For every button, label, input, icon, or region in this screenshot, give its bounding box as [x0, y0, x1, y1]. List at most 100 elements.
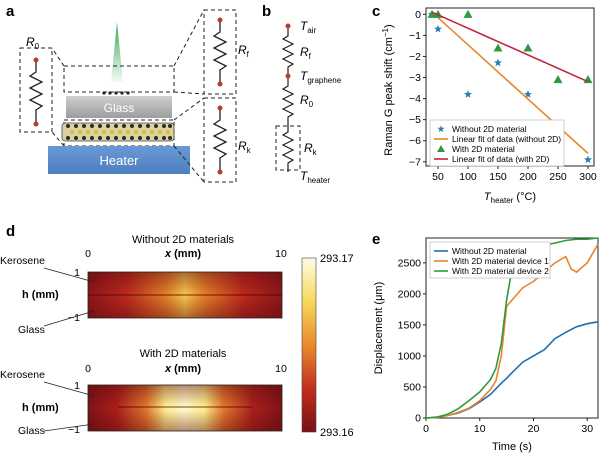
r0-label: R0 — [26, 35, 40, 51]
series-line-3 — [431, 11, 589, 83]
panel-e: e 0 10 20 30 0 500 1000 1500 2000 2500 Without 2D … — [372, 231, 599, 453]
x-tick-label: 300 — [579, 171, 597, 183]
data-point-star — [584, 155, 592, 164]
data-point-star — [434, 24, 442, 33]
x-tick-label: 20 — [528, 423, 540, 435]
r0-resistor — [28, 62, 44, 122]
legend-entry: With 2D material device 1 — [452, 256, 549, 266]
legend-entry: Linear fit of data (with 2D) — [452, 154, 549, 164]
e-plot-area: 0 10 20 30 0 500 1000 1500 2000 2500 Without 2D ma… — [398, 237, 599, 435]
panel-a-label: a — [6, 3, 15, 20]
panel-d: d Without 2D materials 0 10 x (mm) 1 −1 … — [0, 223, 354, 439]
rk-label: Rk — [238, 139, 252, 155]
heater-label: Heater — [99, 153, 139, 168]
t-heater-label: Theater — [300, 169, 330, 185]
x-tick-label: 10 — [474, 423, 486, 435]
d-top-h-max: 1 — [74, 267, 80, 279]
legend-entry: With 2D material — [452, 144, 515, 154]
d-bottom-h-label: h (mm) — [22, 402, 59, 414]
rk-resistor — [212, 110, 228, 170]
series-line-0 — [425, 321, 599, 419]
d-bottom-x-min: 0 — [85, 363, 91, 375]
x-tick-label: 50 — [432, 171, 444, 183]
d-top-h-label: h (mm) — [22, 289, 59, 301]
data-point-star — [494, 58, 502, 67]
panel-a: a R0 Glass — [6, 3, 252, 183]
d-top-x-label: x (mm) — [164, 248, 201, 260]
legend-entry: Linear fit of data (without 2D) — [452, 134, 561, 144]
b-rk-resistor — [281, 124, 295, 172]
d-bottom-x-max: 10 — [275, 363, 287, 375]
data-point-triangle — [493, 43, 503, 52]
y-tick-label: 500 — [403, 381, 421, 393]
r0-box — [19, 47, 53, 133]
d-colorbar — [301, 257, 317, 433]
panel-e-label: e — [372, 231, 380, 248]
heater-layer — [48, 146, 190, 174]
data-point-triangle — [583, 75, 593, 84]
r0-node-top — [33, 57, 39, 63]
y-tick-label: −2 — [409, 51, 421, 63]
legend-box — [429, 241, 551, 279]
d-bottom-x-label: x (mm) — [164, 363, 201, 375]
y-tick-label: 0 — [415, 413, 421, 425]
y-tick-label: −7 — [409, 156, 421, 168]
legend-box — [429, 119, 565, 167]
rf-label: Rf — [238, 43, 250, 59]
d-bottom-h-max: 1 — [74, 380, 80, 392]
x-tick-label: 0 — [423, 423, 429, 435]
data-point-triangle — [427, 9, 437, 18]
legend-entry: Without 2D material — [452, 124, 527, 134]
y-tick-label: 2000 — [398, 288, 422, 300]
d-title-bottom: With 2D materials — [140, 348, 227, 360]
t-air-label: Tair — [300, 19, 317, 35]
series-line-2 — [425, 237, 599, 419]
rf-resistor — [212, 22, 228, 82]
b-rk-label: Rk — [304, 141, 318, 157]
y-tick-label: −5 — [409, 114, 421, 126]
rf-box — [203, 9, 237, 95]
d-title-top: Without 2D materials — [132, 234, 235, 246]
r0-node-bottom — [33, 121, 39, 127]
x-tick-label: 250 — [549, 171, 567, 183]
x-tick-label: 150 — [489, 171, 507, 183]
laser-beam — [111, 22, 123, 82]
panel-c: c 50 100 150 200 250 300 0 −1 −2 −3 −4 −5 −6 −7 Withou… — [372, 3, 597, 205]
data-point-triangle — [463, 9, 473, 18]
panel-b-label: b — [262, 3, 271, 20]
y-tick-label: −4 — [409, 93, 421, 105]
d-colorbar-min: 293.16 — [320, 427, 354, 439]
b-rf-label: Rf — [300, 45, 312, 61]
rk-box — [203, 97, 237, 183]
panel-b: b Tair Rf Tgraphene R0 Rk Theater — [262, 3, 342, 185]
y-tick-label: 2500 — [398, 257, 422, 269]
data-point-triangle — [523, 43, 533, 52]
d-top-x-min: 0 — [85, 248, 91, 260]
d-bottom-kerosene-label: Kerosene — [0, 369, 45, 381]
x-tick-label: 100 — [459, 171, 477, 183]
e-x-axis-label: Time (s) — [492, 441, 532, 453]
series-line-1 — [425, 243, 599, 419]
d-top-h-min: −1 — [68, 312, 80, 324]
d-top-x-max: 10 — [275, 248, 287, 260]
d-top-kerosene-label: Kerosene — [0, 255, 45, 267]
x-tick-label: 30 — [581, 423, 593, 435]
x-tick-label: 200 — [519, 171, 537, 183]
y-tick-label: −6 — [409, 135, 421, 147]
data-point-triangle — [553, 75, 563, 84]
d-bottom-glass-label: Glass — [18, 425, 45, 437]
b-r0-resistor — [281, 78, 295, 124]
c-y-axis-label: Raman G peak shift (cm−1) — [381, 24, 395, 155]
c-x-axis-label: Theater (°C) — [484, 191, 536, 205]
e-plot-frame — [425, 237, 599, 419]
air-box — [63, 65, 175, 93]
legend-triangle-swatch — [437, 145, 445, 152]
glass-label: Glass — [104, 101, 135, 115]
data-point-star — [464, 90, 472, 98]
legend-entry: With 2D material device 2 — [452, 266, 549, 276]
legend-star-swatch — [437, 125, 445, 133]
d-colorbar-max: 293.17 — [320, 253, 354, 265]
y-tick-label: −1 — [409, 30, 421, 42]
y-tick-label: 1000 — [398, 350, 422, 362]
